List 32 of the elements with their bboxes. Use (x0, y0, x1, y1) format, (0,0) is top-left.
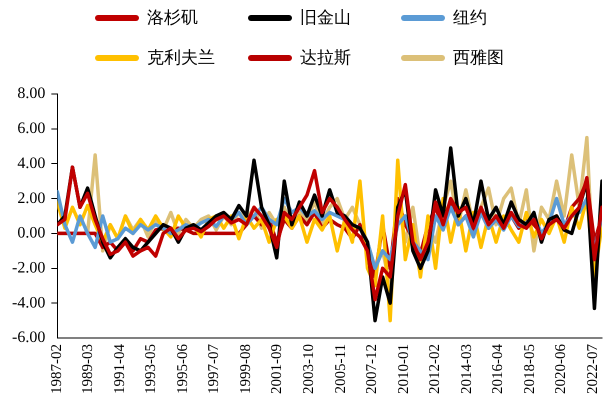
x-tick-label: 2005-11 (332, 344, 348, 394)
x-tick-label: 2022-07 (584, 344, 601, 394)
x-tick-label: 1999-08 (238, 344, 254, 394)
x-tick-label: 2001-09 (269, 344, 286, 394)
y-tick-label: -4.00 (12, 294, 46, 312)
y-tick-label: 4.00 (17, 154, 46, 172)
y-tick-label: 2.00 (17, 190, 46, 207)
x-tick-label: 2014-03 (458, 344, 475, 394)
legend-label: 纽约 (453, 7, 487, 29)
x-tick-label: 1987-02 (48, 344, 65, 394)
x-tick-label: 2007-12 (364, 344, 380, 394)
legend-label: 洛杉矶 (147, 7, 198, 29)
x-tick-label: 1989-03 (80, 344, 96, 394)
x-tick-label: 1991-04 (112, 344, 128, 394)
x-tick-label: 1997-07 (206, 344, 222, 394)
y-tick-label: -6.00 (12, 329, 46, 346)
x-tick-label: 2020-06 (553, 344, 570, 394)
x-tick-label: 2010-01 (396, 344, 412, 394)
legend-label: 旧金山 (300, 7, 351, 29)
x-tick-label: 2016-04 (490, 344, 506, 394)
x-tick-label: 1995-06 (174, 344, 191, 394)
legend-label: 达拉斯 (300, 47, 351, 69)
y-tick-label: 0.00 (17, 224, 46, 242)
legend-label: 克利夫兰 (147, 47, 215, 69)
x-tick-label: 2003-10 (300, 344, 317, 394)
x-tick-label: 2012-02 (427, 344, 444, 394)
y-tick-label: 8.00 (17, 85, 46, 102)
y-tick-label: -2.00 (12, 259, 46, 276)
y-tick-label: 6.00 (17, 120, 46, 138)
x-tick-label: 1993-05 (143, 344, 160, 394)
x-tick-label: 2018-05 (522, 344, 538, 394)
legend-label: 西雅图 (453, 47, 504, 69)
